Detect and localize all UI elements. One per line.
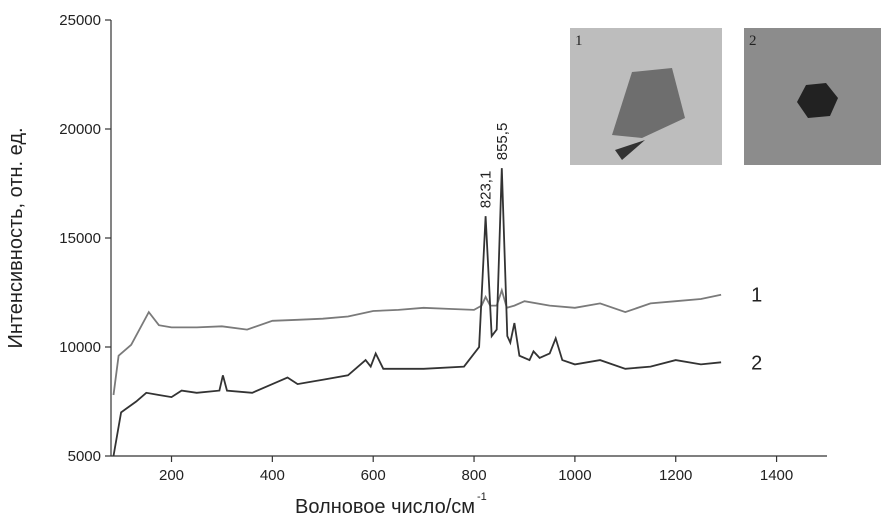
y-tick-label: 5000 (68, 448, 101, 465)
x-tick-label: 1400 (760, 467, 793, 484)
y-tick-label: 10000 (59, 339, 101, 356)
peak-annotation: 855,5 (494, 123, 511, 161)
inset-1: 1 (570, 28, 722, 165)
x-tick-label: 200 (159, 467, 184, 484)
series-label: 1 (751, 285, 762, 307)
x-axis-label-superscript: -1 (477, 491, 487, 503)
inset-label: 2 (749, 33, 757, 49)
series-line (112, 287, 722, 396)
x-tick-label: 1000 (558, 467, 591, 484)
y-tick-label: 20000 (59, 121, 101, 138)
y-tick-label: 15000 (59, 230, 101, 247)
x-tick-label: 400 (260, 467, 285, 484)
inset-2: 2 (744, 28, 881, 165)
x-axis-label: Волновое число/см (295, 496, 475, 518)
crystal-shadow (615, 140, 645, 160)
x-tick-label: 600 (361, 467, 386, 484)
series-line (112, 168, 722, 457)
x-tick-label: 800 (462, 467, 487, 484)
crystal (612, 68, 685, 138)
peak-annotation: 823,1 (478, 171, 495, 209)
y-tick-label: 25000 (59, 12, 101, 29)
inset-label: 1 (575, 33, 583, 49)
x-tick-label: 1200 (659, 467, 692, 484)
crystal (797, 83, 838, 118)
series-label: 2 (751, 352, 762, 374)
y-axis-label: Интенсивность, отн. ед. (5, 127, 27, 348)
